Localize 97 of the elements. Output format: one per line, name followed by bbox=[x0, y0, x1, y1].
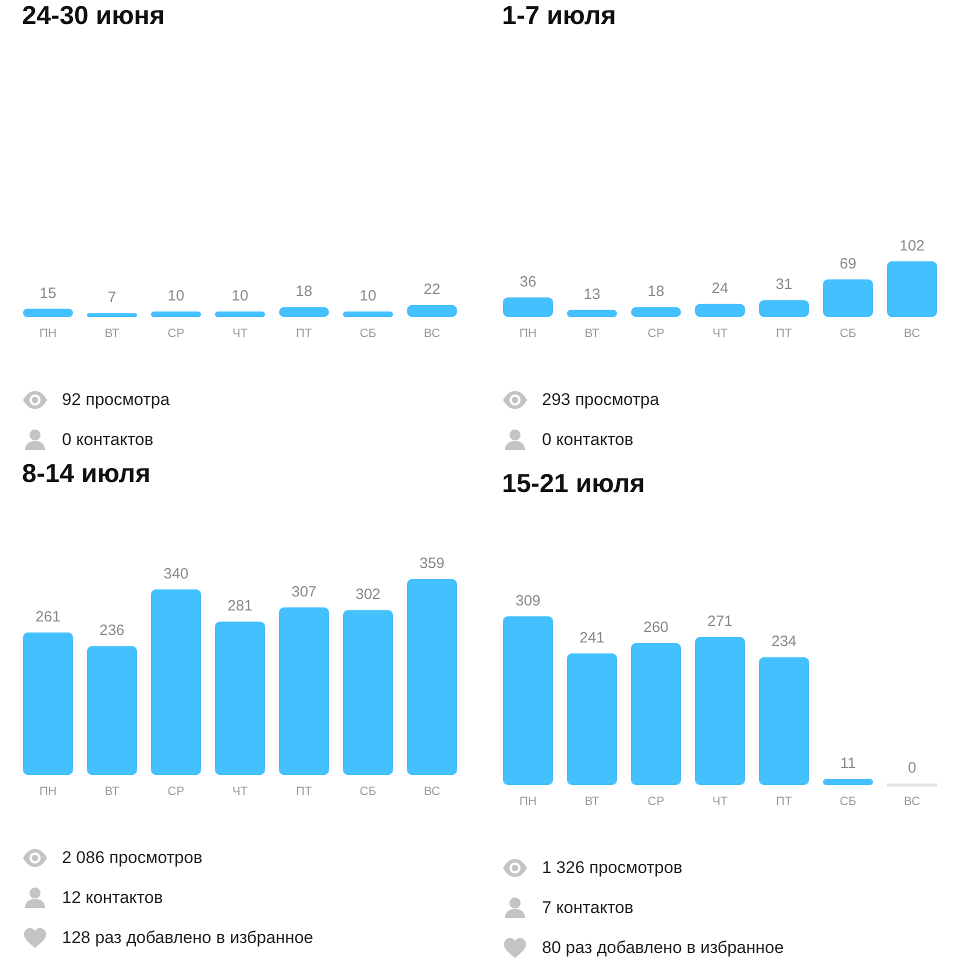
data-label: 10 bbox=[168, 288, 184, 305]
data-label: 24 bbox=[712, 280, 728, 297]
data-label: 302 bbox=[355, 586, 381, 604]
data-label: 359 bbox=[419, 555, 445, 572]
data-label: 236 bbox=[99, 622, 125, 640]
x-tick-label: ЧТ bbox=[712, 326, 728, 340]
text: 12 контактов bbox=[62, 888, 163, 908]
bar bbox=[343, 610, 393, 775]
text: 92 просмотра bbox=[62, 390, 170, 410]
x-tick-label: ВС bbox=[424, 784, 440, 798]
x-tick-label: СБ bbox=[360, 784, 376, 798]
x-tick-label: ПН bbox=[519, 794, 537, 808]
bar bbox=[759, 300, 809, 317]
data-label: 271 bbox=[707, 613, 733, 630]
x-tick-label: СБ bbox=[840, 794, 856, 808]
bar bbox=[23, 308, 73, 317]
bar bbox=[823, 279, 873, 317]
bar bbox=[87, 646, 137, 775]
text: 1 326 просмотров bbox=[542, 858, 682, 878]
data-label: 18 bbox=[296, 283, 312, 300]
text: 2 086 просмотров bbox=[62, 848, 202, 868]
x-tick-label: СБ bbox=[360, 326, 376, 340]
x-tick-label: ПН bbox=[39, 784, 57, 798]
data-label: 309 bbox=[515, 592, 541, 610]
data-label: 11 bbox=[840, 754, 856, 772]
bar bbox=[503, 297, 553, 317]
data-label: 261 bbox=[35, 608, 61, 626]
bar bbox=[407, 304, 457, 317]
data-label: 281 bbox=[227, 598, 253, 615]
x-tick-label: ВТ bbox=[104, 326, 120, 340]
bar bbox=[759, 657, 809, 785]
data-label: 13 bbox=[584, 286, 600, 303]
text: 80 раз добавлено в избранное bbox=[542, 938, 784, 958]
x-tick-label: ПТ bbox=[296, 784, 313, 798]
bar bbox=[503, 616, 553, 785]
bar bbox=[695, 637, 745, 785]
bar bbox=[215, 312, 265, 317]
bar bbox=[567, 310, 617, 317]
bar bbox=[567, 653, 617, 785]
text: 0 контактов bbox=[542, 430, 634, 450]
bar bbox=[87, 313, 137, 317]
data-label: 15 bbox=[40, 284, 56, 302]
data-label: 10 bbox=[360, 288, 376, 305]
x-tick-label: ВС bbox=[904, 794, 920, 808]
text: 7 контактов bbox=[542, 898, 634, 918]
bar bbox=[631, 307, 681, 317]
x-tick-label: ПН bbox=[39, 326, 57, 340]
data-label: 10 bbox=[232, 288, 248, 305]
text: 0 контактов bbox=[62, 430, 154, 450]
bar bbox=[407, 579, 457, 775]
text: 128 раз добавлено в избранное bbox=[62, 928, 314, 948]
x-tick-label: СР bbox=[648, 794, 664, 808]
x-tick-label: ВС bbox=[424, 326, 440, 340]
data-label: 260 bbox=[643, 619, 669, 636]
x-tick-label: СР bbox=[168, 784, 184, 798]
bar bbox=[23, 632, 73, 775]
bar bbox=[343, 312, 393, 317]
x-tick-label: ВТ bbox=[584, 794, 600, 808]
x-tick-label: ЧТ bbox=[232, 784, 248, 798]
chart-title: 15-21 июля bbox=[502, 468, 645, 498]
x-tick-label: СР bbox=[168, 326, 184, 340]
bar bbox=[151, 589, 201, 775]
data-label: 7 bbox=[108, 289, 116, 306]
data-label: 22 bbox=[424, 280, 440, 298]
x-tick-label: СБ bbox=[840, 326, 856, 340]
chart-title: 1-7 июля bbox=[502, 0, 616, 30]
x-tick-label: ПН bbox=[519, 326, 537, 340]
data-label: 340 bbox=[163, 565, 189, 582]
chart-title: 8-14 июля bbox=[22, 458, 150, 488]
bar bbox=[823, 778, 873, 785]
data-label: 31 bbox=[776, 276, 792, 294]
x-tick-label: ПТ bbox=[296, 326, 313, 340]
bar bbox=[887, 261, 937, 317]
data-label: 18 bbox=[648, 283, 664, 300]
data-label: 69 bbox=[840, 255, 856, 272]
data-label: 36 bbox=[520, 273, 536, 290]
bar bbox=[279, 307, 329, 317]
chart-title: 24-30 июня bbox=[22, 0, 165, 30]
x-tick-label: ВТ bbox=[584, 326, 600, 340]
text: 293 просмотра bbox=[542, 390, 660, 410]
data-label: 307 bbox=[291, 583, 317, 600]
bar bbox=[279, 607, 329, 775]
x-tick-label: ПТ bbox=[776, 326, 793, 340]
x-tick-label: СР bbox=[648, 326, 664, 340]
x-tick-label: ЧТ bbox=[232, 326, 248, 340]
bar bbox=[695, 304, 745, 317]
data-label: 0 bbox=[908, 760, 916, 776]
data-label: 234 bbox=[771, 633, 797, 650]
x-tick-label: ПТ bbox=[776, 794, 793, 808]
data-label: 241 bbox=[579, 629, 605, 646]
bar bbox=[215, 622, 265, 775]
bar bbox=[631, 643, 681, 785]
x-tick-label: ВТ bbox=[104, 784, 120, 798]
x-tick-label: ВС bbox=[904, 326, 920, 340]
bar bbox=[151, 312, 201, 317]
data-label: 102 bbox=[899, 237, 925, 254]
x-tick-label: ЧТ bbox=[712, 794, 728, 808]
